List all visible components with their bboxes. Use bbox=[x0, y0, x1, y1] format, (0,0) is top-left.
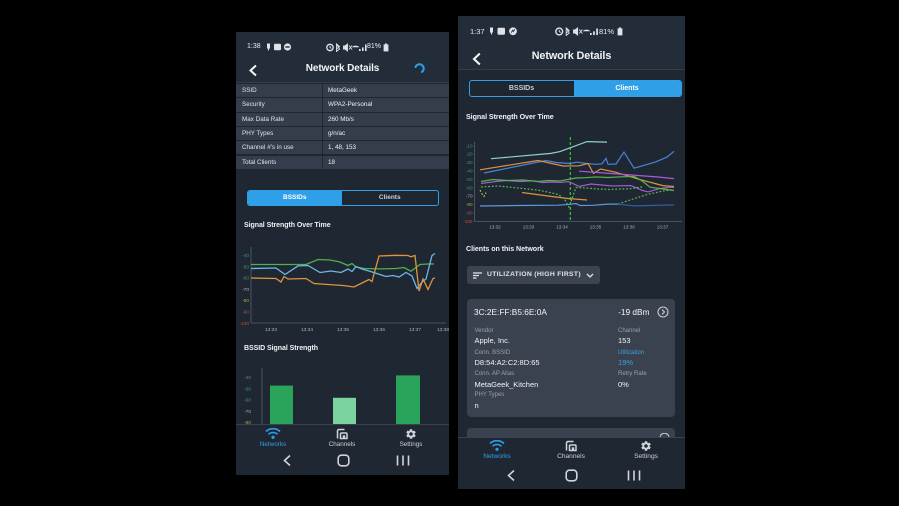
svg-text:-100: -100 bbox=[239, 321, 249, 327]
svg-text:13:36: 13:36 bbox=[373, 327, 385, 333]
svg-text:13:36: 13:36 bbox=[623, 225, 635, 230]
svg-text:13:32: 13:32 bbox=[489, 225, 501, 230]
svg-text:-70: -70 bbox=[466, 194, 473, 199]
svg-text:-80: -80 bbox=[242, 298, 249, 304]
svg-text:-40: -40 bbox=[466, 169, 473, 174]
svg-text:13:33: 13:33 bbox=[523, 225, 535, 230]
svg-text:-20: -20 bbox=[466, 152, 473, 157]
svg-text:13:37: 13:37 bbox=[409, 327, 421, 333]
svg-text:-30: -30 bbox=[466, 160, 473, 165]
svg-text:-80: -80 bbox=[466, 202, 473, 207]
svg-text:-50: -50 bbox=[466, 177, 473, 182]
svg-text:-60: -60 bbox=[244, 398, 251, 404]
svg-text:-10: -10 bbox=[466, 143, 473, 148]
svg-text:-50: -50 bbox=[242, 264, 249, 270]
svg-text:13:35: 13:35 bbox=[590, 225, 602, 230]
svg-text:13:37: 13:37 bbox=[657, 225, 669, 230]
svg-text:-90: -90 bbox=[242, 310, 249, 316]
svg-text:-60: -60 bbox=[242, 276, 249, 282]
svg-text:-70: -70 bbox=[244, 409, 251, 415]
svg-text:-50: -50 bbox=[244, 386, 251, 392]
svg-text:13:38: 13:38 bbox=[437, 327, 449, 333]
svg-text:-100: -100 bbox=[463, 219, 473, 224]
svg-text:-70: -70 bbox=[242, 287, 249, 293]
svg-text:13:35: 13:35 bbox=[337, 327, 349, 333]
svg-text:-80: -80 bbox=[244, 420, 251, 425]
svg-text:-60: -60 bbox=[466, 185, 473, 190]
svg-text:13:34: 13:34 bbox=[556, 225, 568, 230]
svg-text:-90: -90 bbox=[466, 211, 473, 216]
svg-text:13:33: 13:33 bbox=[265, 327, 277, 333]
svg-text:-40: -40 bbox=[244, 375, 251, 381]
svg-text:-40: -40 bbox=[242, 253, 249, 259]
svg-text:13:34: 13:34 bbox=[301, 327, 313, 333]
